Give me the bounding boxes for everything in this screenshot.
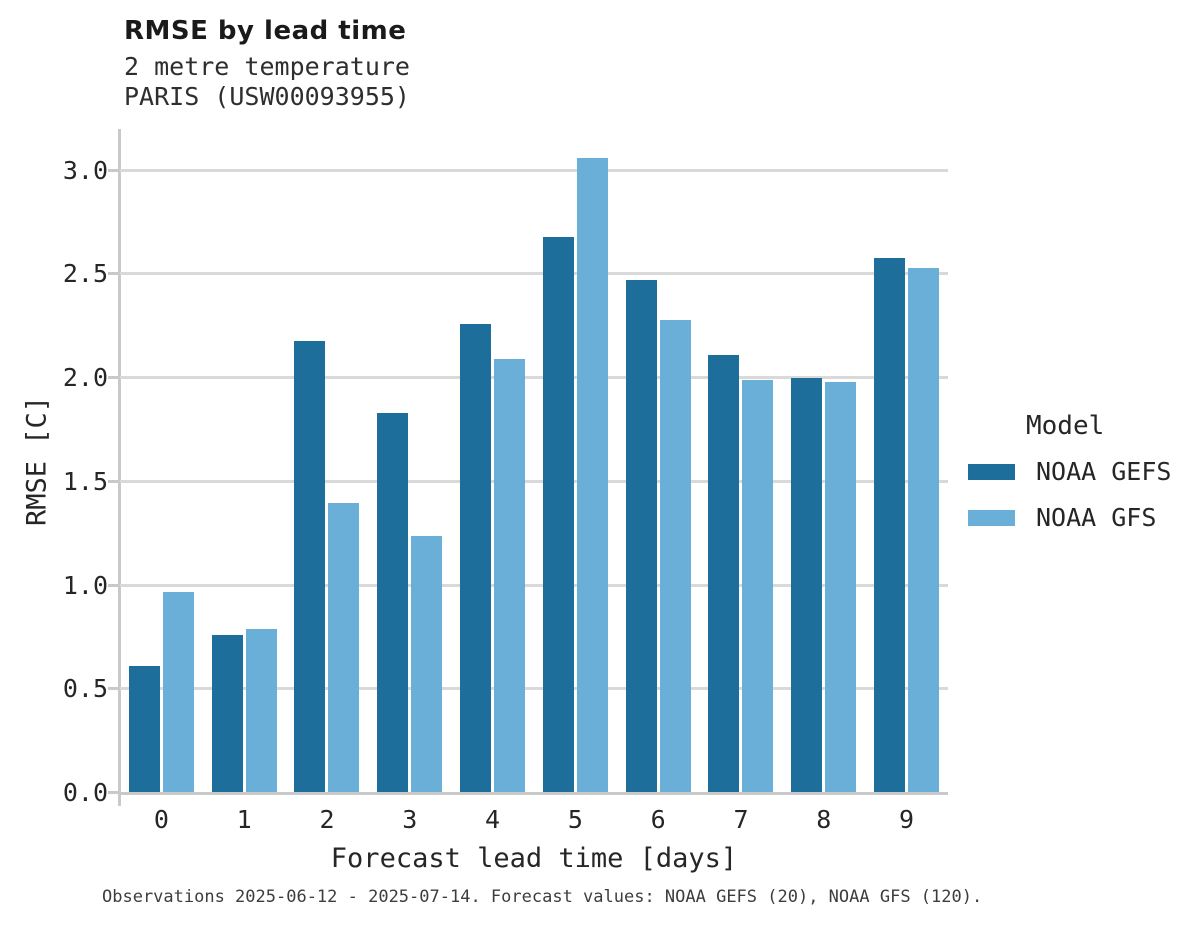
y-axis-spine — [118, 129, 121, 807]
y-tick-label: 1.5 — [62, 466, 108, 496]
bar-noaa-gefs — [294, 340, 326, 793]
legend-swatch — [968, 463, 1015, 480]
bar-noaa-gefs — [542, 236, 574, 793]
bar-noaa-gefs — [874, 257, 906, 793]
x-tick-label: 8 — [816, 805, 832, 834]
bar-noaa-gfs — [659, 319, 691, 793]
y-tick-mark — [108, 272, 118, 276]
legend-swatch — [968, 509, 1015, 526]
bar-group — [782, 129, 865, 793]
legend-entry: NOAA GFS — [968, 503, 1171, 532]
caption-note: Observations 2025-06-12 - 2025-07-14. Fo… — [102, 887, 983, 907]
bar-group — [286, 129, 369, 793]
bar-noaa-gfs — [411, 535, 443, 793]
bar-group — [451, 129, 534, 793]
y-tick-label: 0.0 — [62, 778, 108, 807]
chart-subtitle-station: PARIS (USW00093955) — [124, 82, 410, 111]
chart-title: RMSE by lead time — [124, 16, 407, 46]
bar-noaa-gfs — [742, 380, 774, 793]
y-tick-label: 1.0 — [62, 570, 108, 600]
bar-group — [865, 129, 948, 793]
y-tick-mark — [108, 376, 118, 379]
bar-noaa-gefs — [211, 635, 243, 793]
y-tick-mark — [108, 583, 118, 587]
bar-group — [534, 129, 617, 793]
bar-noaa-gfs — [328, 502, 360, 793]
bar-noaa-gfs — [825, 382, 857, 793]
x-tick-label: 1 — [236, 805, 252, 834]
bar-noaa-gefs — [791, 378, 823, 793]
y-tick-label: 0.5 — [62, 674, 108, 704]
bar-noaa-gfs — [576, 158, 608, 793]
y-axis-label: RMSE [C] — [21, 395, 53, 527]
legend-entries: NOAA GEFS NOAA GFS — [968, 457, 1171, 532]
legend: Model NOAA GEFS NOAA GFS — [968, 411, 1171, 549]
y-gridline — [120, 583, 948, 587]
bar-noaa-gfs — [908, 268, 940, 793]
bar-noaa-gfs — [494, 359, 526, 793]
bar-group — [120, 129, 203, 793]
bar-group — [368, 129, 451, 793]
chart-subtitle-variable: 2 metre temperature — [124, 52, 410, 81]
bar-noaa-gefs — [460, 324, 492, 793]
y-tick-mark — [108, 687, 118, 691]
legend-label: NOAA GFS — [1036, 503, 1157, 532]
y-tick-mark — [108, 168, 118, 172]
y-gridline — [120, 272, 948, 276]
x-tick-row: 0 1 2 3 4 5 6 7 8 9 — [120, 805, 948, 834]
x-axis-baseline — [118, 792, 948, 795]
y-gridline — [120, 168, 948, 172]
bar-noaa-gfs — [245, 629, 277, 793]
plot-area — [108, 129, 948, 807]
y-tick-label: 3.0 — [62, 155, 108, 185]
x-tick-label: 2 — [319, 805, 335, 834]
x-axis-label: Forecast lead time [days] — [330, 843, 738, 874]
x-tick-label: 7 — [733, 805, 749, 834]
bar-noaa-gefs — [128, 666, 160, 793]
legend-label: NOAA GEFS — [1036, 457, 1172, 486]
y-gridline — [120, 376, 948, 379]
y-gridline — [120, 687, 948, 691]
bar-noaa-gefs — [625, 280, 657, 793]
bar-group — [700, 129, 783, 793]
x-tick-label: 0 — [153, 805, 169, 834]
bars-layer — [120, 129, 948, 793]
bar-noaa-gefs — [708, 355, 740, 793]
y-tick-label: 2.5 — [62, 259, 108, 289]
x-tick-label: 3 — [402, 805, 418, 834]
y-tick-label: 2.0 — [62, 363, 108, 392]
y-gridline — [120, 479, 948, 483]
x-tick-label: 4 — [485, 805, 501, 834]
bar-noaa-gfs — [162, 591, 194, 793]
bar-group — [617, 129, 700, 793]
bar-group — [203, 129, 286, 793]
bar-noaa-gefs — [377, 413, 409, 793]
x-tick-label: 6 — [650, 805, 666, 834]
legend-entry: NOAA GEFS — [968, 457, 1171, 486]
legend-title: Model — [1026, 411, 1105, 441]
y-tick-mark — [108, 791, 118, 794]
y-tick-mark — [108, 479, 118, 483]
x-tick-label: 5 — [567, 805, 583, 834]
x-tick-label: 9 — [899, 805, 915, 834]
